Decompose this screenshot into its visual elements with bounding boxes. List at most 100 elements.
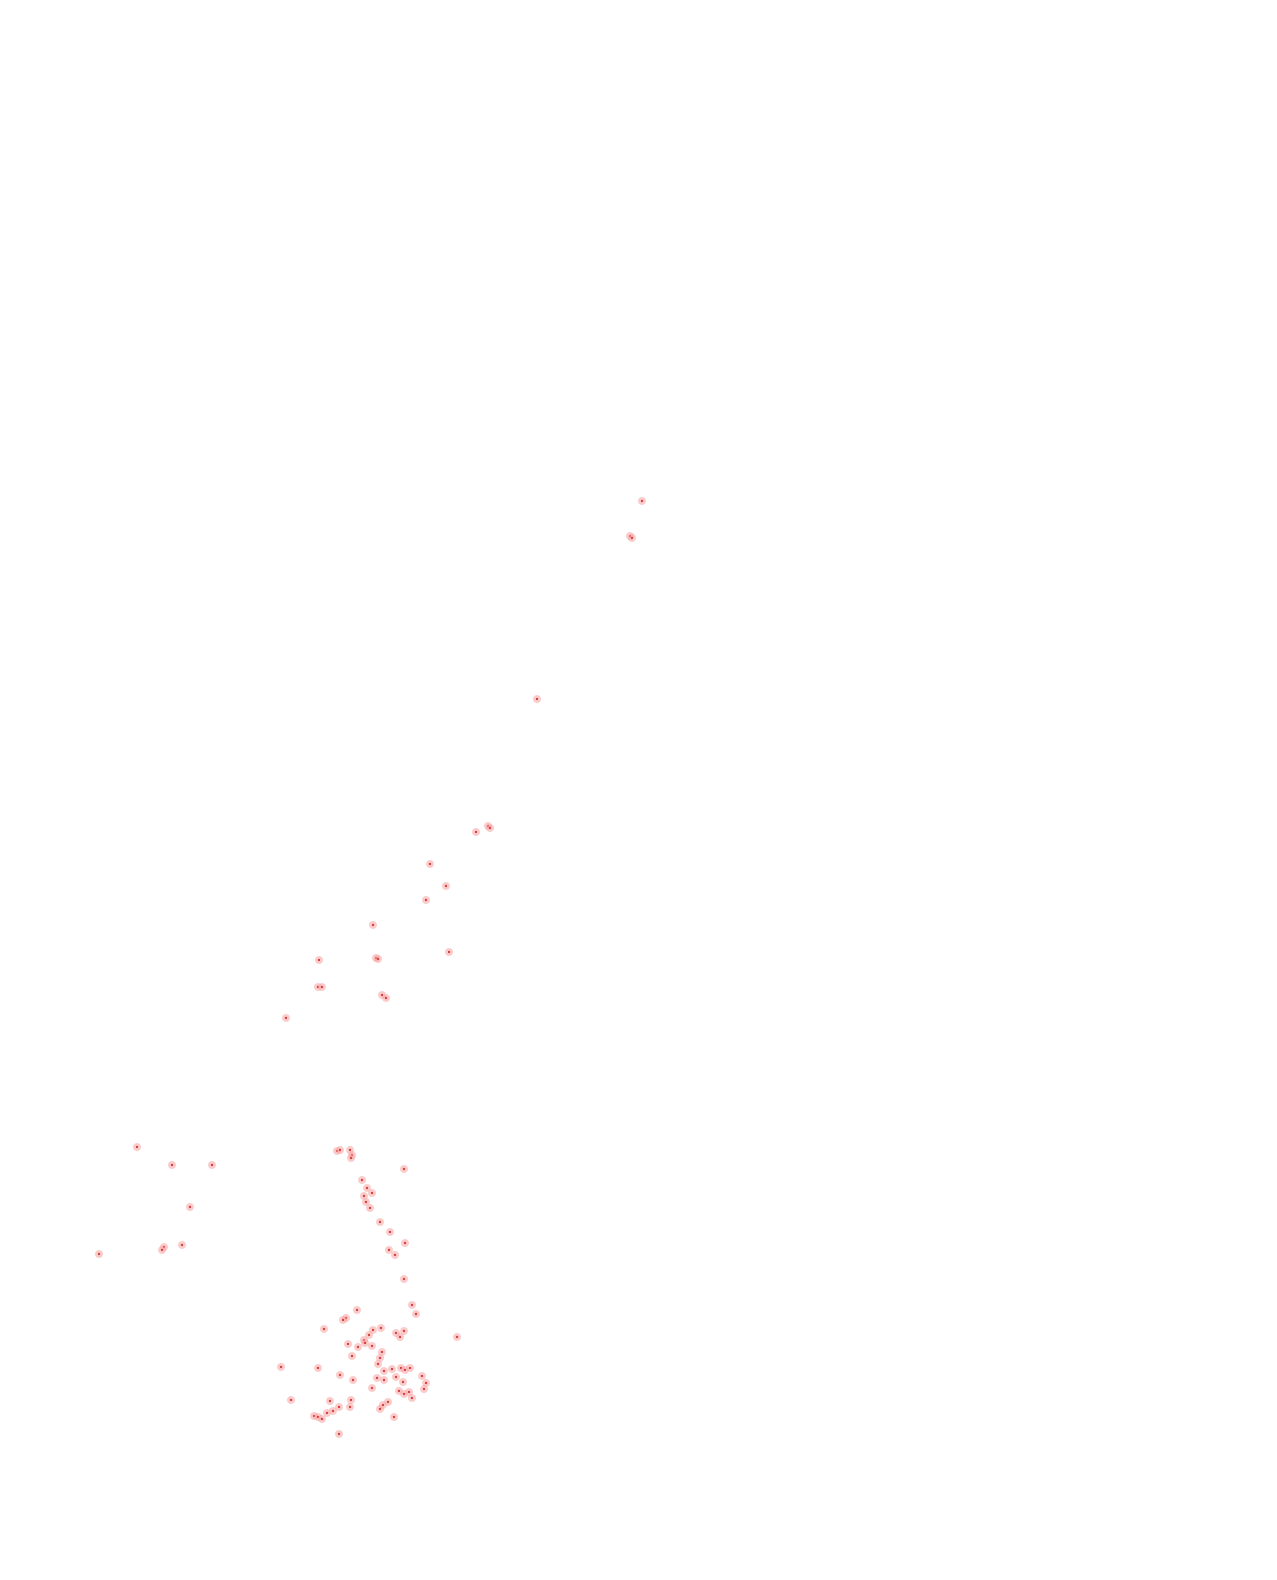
dot-marker-icon: [379, 1326, 383, 1330]
map-marker[interactable]: [412, 1310, 420, 1318]
map-marker[interactable]: [339, 1316, 347, 1324]
map-marker[interactable]: [405, 1388, 413, 1396]
dot-marker-icon: [355, 1308, 359, 1312]
map-marker[interactable]: [374, 1360, 382, 1368]
map-marker[interactable]: [380, 1367, 388, 1375]
dot-marker-icon: [535, 697, 539, 701]
map-marker[interactable]: [400, 1327, 408, 1335]
map-marker[interactable]: [373, 1374, 381, 1382]
map-marker[interactable]: [445, 948, 453, 956]
map-marker[interactable]: [318, 1415, 326, 1423]
map-marker[interactable]: [399, 1378, 407, 1386]
map-marker[interactable]: [277, 1363, 285, 1371]
map-marker[interactable]: [353, 1306, 361, 1314]
dot-marker-icon: [337, 1432, 341, 1436]
map-marker[interactable]: [318, 983, 326, 991]
map-marker[interactable]: [314, 1364, 322, 1372]
map-marker[interactable]: [133, 1143, 141, 1151]
map-marker[interactable]: [384, 1398, 392, 1406]
map-marker[interactable]: [368, 1189, 376, 1197]
map-marker[interactable]: [400, 1165, 408, 1173]
map-marker[interactable]: [408, 1394, 416, 1402]
map-marker[interactable]: [336, 1371, 344, 1379]
map-marker[interactable]: [315, 956, 323, 964]
map-marker[interactable]: [382, 994, 390, 1002]
map-marker[interactable]: [374, 955, 382, 963]
map-marker[interactable]: [347, 1396, 355, 1404]
map-marker[interactable]: [376, 1218, 384, 1226]
map-marker[interactable]: [638, 497, 646, 505]
map-marker[interactable]: [418, 1372, 426, 1380]
map-marker[interactable]: [376, 1405, 384, 1413]
map-marker[interactable]: [168, 1161, 176, 1169]
map-marker[interactable]: [323, 1409, 331, 1417]
map-marker[interactable]: [326, 1397, 334, 1405]
map-marker[interactable]: [426, 860, 434, 868]
map-marker[interactable]: [354, 1343, 362, 1351]
dot-marker-icon: [447, 950, 451, 954]
map-marker[interactable]: [388, 1365, 396, 1373]
map-marker[interactable]: [392, 1373, 400, 1381]
map-marker[interactable]: [368, 1342, 376, 1350]
map-marker[interactable]: [361, 1339, 369, 1347]
map-marker[interactable]: [368, 1384, 376, 1392]
dot-marker-icon: [346, 1342, 350, 1346]
map-marker[interactable]: [365, 1331, 373, 1339]
dot-marker-icon: [337, 1405, 341, 1409]
map-marker[interactable]: [369, 921, 377, 929]
map-marker[interactable]: [349, 1376, 357, 1384]
map-marker[interactable]: [335, 1430, 343, 1438]
map-marker[interactable]: [453, 1333, 461, 1341]
dot-marker-icon: [382, 1378, 386, 1382]
map-marker[interactable]: [347, 1154, 355, 1162]
map-marker[interactable]: [396, 1333, 404, 1341]
map-marker[interactable]: [472, 828, 480, 836]
map-marker[interactable]: [336, 1146, 344, 1154]
map-marker[interactable]: [348, 1352, 356, 1360]
map-marker[interactable]: [287, 1396, 295, 1404]
map-marker[interactable]: [178, 1241, 186, 1249]
map-marker[interactable]: [628, 534, 636, 542]
map-marker[interactable]: [344, 1340, 352, 1348]
dot-marker-icon: [381, 1403, 385, 1407]
map-marker[interactable]: [401, 1239, 409, 1247]
map-marker[interactable]: [208, 1161, 216, 1169]
dot-marker-icon: [380, 1350, 384, 1354]
map-marker[interactable]: [386, 1228, 394, 1236]
map-marker[interactable]: [408, 1301, 416, 1309]
map-marker[interactable]: [442, 882, 450, 890]
dot-marker-icon: [397, 1389, 401, 1393]
dot-marker-icon: [349, 1156, 353, 1160]
dot-marker-icon: [160, 1248, 164, 1252]
map-marker[interactable]: [422, 1379, 430, 1387]
map-marker[interactable]: [366, 1204, 374, 1212]
map-marker[interactable]: [377, 1324, 385, 1332]
map-marker[interactable]: [385, 1246, 393, 1254]
map-marker[interactable]: [362, 1198, 370, 1206]
map-marker[interactable]: [422, 896, 430, 904]
map-marker[interactable]: [158, 1246, 166, 1254]
dot-marker-icon: [338, 1373, 342, 1377]
map-marker[interactable]: [486, 824, 494, 832]
map-marker[interactable]: [320, 1325, 328, 1333]
dot-marker-icon: [348, 1148, 352, 1152]
map-marker[interactable]: [391, 1251, 399, 1259]
map-marker[interactable]: [533, 695, 541, 703]
map-marker[interactable]: [390, 1413, 398, 1421]
dot-marker-icon: [402, 1167, 406, 1171]
map-marker[interactable]: [400, 1275, 408, 1283]
map-marker[interactable]: [406, 1364, 414, 1372]
map-marker[interactable]: [380, 1376, 388, 1384]
map-marker[interactable]: [186, 1203, 194, 1211]
map-marker[interactable]: [282, 1014, 290, 1022]
dot-marker-icon: [424, 1381, 428, 1385]
map-marker[interactable]: [358, 1176, 366, 1184]
map-marker[interactable]: [346, 1403, 354, 1411]
dot-marker-icon: [360, 1178, 364, 1182]
map-marker[interactable]: [95, 1250, 103, 1258]
map-marker[interactable]: [335, 1403, 343, 1411]
map-marker[interactable]: [363, 1184, 371, 1192]
dot-marker-icon: [386, 1400, 390, 1404]
